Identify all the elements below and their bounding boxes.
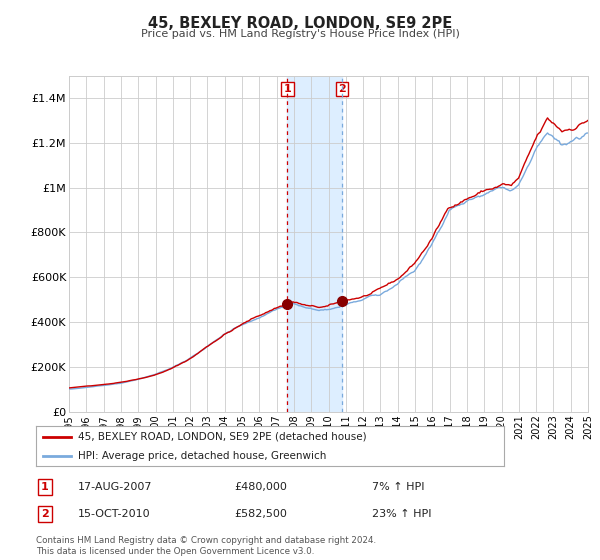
Text: 45, BEXLEY ROAD, LONDON, SE9 2PE: 45, BEXLEY ROAD, LONDON, SE9 2PE — [148, 16, 452, 31]
Text: Contains HM Land Registry data © Crown copyright and database right 2024.
This d: Contains HM Land Registry data © Crown c… — [36, 536, 376, 556]
Text: 15-OCT-2010: 15-OCT-2010 — [78, 509, 151, 519]
Text: 7% ↑ HPI: 7% ↑ HPI — [372, 482, 425, 492]
Text: 23% ↑ HPI: 23% ↑ HPI — [372, 509, 431, 519]
Bar — [287, 76, 342, 412]
Text: 1: 1 — [41, 482, 49, 492]
Text: 2: 2 — [41, 509, 49, 519]
Text: 45, BEXLEY ROAD, LONDON, SE9 2PE (detached house): 45, BEXLEY ROAD, LONDON, SE9 2PE (detach… — [78, 432, 367, 442]
Text: £480,000: £480,000 — [234, 482, 287, 492]
Text: Price paid vs. HM Land Registry's House Price Index (HPI): Price paid vs. HM Land Registry's House … — [140, 29, 460, 39]
Text: 2: 2 — [338, 84, 346, 94]
Text: £582,500: £582,500 — [234, 509, 287, 519]
Text: HPI: Average price, detached house, Greenwich: HPI: Average price, detached house, Gree… — [78, 451, 326, 461]
Text: 1: 1 — [284, 84, 292, 94]
Text: 17-AUG-2007: 17-AUG-2007 — [78, 482, 152, 492]
